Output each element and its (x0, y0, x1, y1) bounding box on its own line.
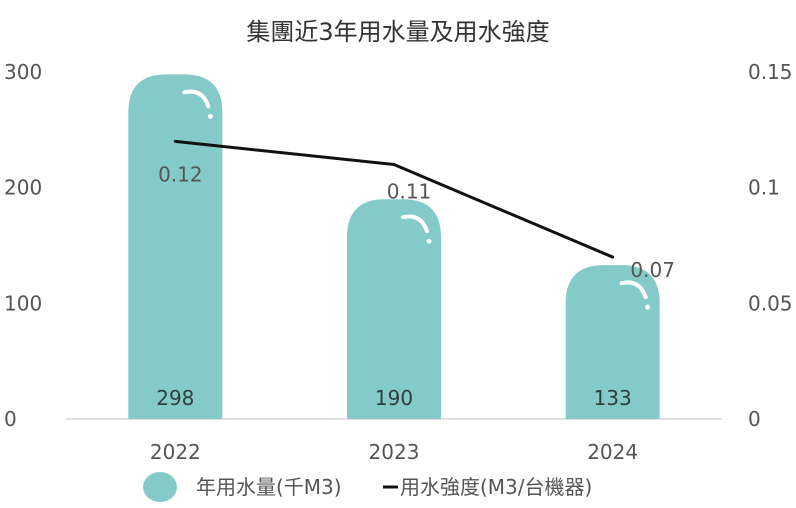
legend: 年用水量(千M3) 用水強度(M3/台機器) (143, 472, 592, 502)
bar-shape (565, 265, 660, 419)
x-tick-label: 2024 (587, 440, 638, 464)
intensity-value-label: 0.11 (387, 180, 432, 204)
left-tick-label: 0 (4, 407, 17, 431)
bar-value-label: 190 (375, 386, 413, 410)
intensity-point (173, 139, 177, 143)
intensity-point (392, 163, 396, 167)
legend-bar-swatch (143, 472, 177, 502)
x-tick-label: 2023 (369, 440, 420, 464)
right-tick-label: 0.1 (748, 176, 780, 200)
right-tick-label: 0 (748, 407, 761, 431)
bar-highlight-dot (207, 113, 213, 119)
legend-line-label: 用水強度(M3/台機器) (400, 475, 592, 499)
right-tick-label: 0.15 (748, 60, 793, 84)
x-tick-label: 2022 (150, 440, 201, 464)
left-tick-label: 300 (4, 60, 42, 84)
chart-title: 集團近3年用水量及用水強度 (246, 18, 549, 46)
right-axis-ticks: 0 0.05 0.1 0.15 (748, 60, 793, 431)
bar-value-label: 298 (156, 386, 194, 410)
left-tick-label: 200 (4, 176, 42, 200)
bar-highlight (619, 280, 648, 300)
intensity-point (611, 255, 615, 259)
bar-value-label: 133 (594, 386, 632, 410)
legend-bar-label: 年用水量(千M3) (196, 475, 342, 499)
left-tick-label: 100 (4, 291, 42, 315)
intensity-value-label: 0.12 (158, 162, 203, 186)
bar-series (128, 74, 660, 420)
intensity-value-label: 0.07 (630, 258, 675, 282)
bar-shape (128, 74, 223, 420)
bar-highlight (182, 89, 211, 109)
bar-shape (347, 199, 441, 419)
bar-data-labels: 298 190 133 (156, 386, 632, 410)
right-tick-label: 0.05 (748, 291, 793, 315)
x-axis-ticks: 2022 2023 2024 (150, 440, 638, 464)
line-series (173, 139, 615, 259)
bar-highlight-dot (426, 238, 432, 244)
bar-2024 (565, 265, 660, 419)
bar-highlight (401, 214, 429, 234)
bar-2022 (128, 74, 223, 420)
left-axis-ticks: 0 100 200 300 (4, 60, 42, 431)
bar-highlight-dot (645, 304, 651, 310)
line-data-labels: 0.12 0.11 0.07 (158, 162, 675, 282)
bar-2023 (347, 199, 441, 419)
